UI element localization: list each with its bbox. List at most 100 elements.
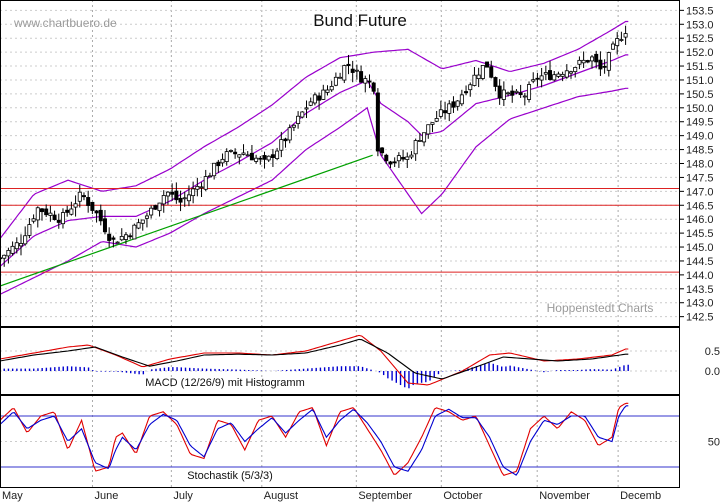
candle-body xyxy=(94,210,99,214)
bollinger-lower-band xyxy=(0,87,629,295)
price-tick-label: 145.0 xyxy=(686,242,714,254)
candle-body xyxy=(2,254,7,259)
candle-body xyxy=(170,191,175,195)
candle-body xyxy=(312,94,317,104)
candle-body xyxy=(241,152,246,155)
candle-body xyxy=(123,234,128,240)
candle-body xyxy=(367,80,372,83)
price-tick-label: 145.5 xyxy=(686,228,714,240)
candle-body xyxy=(149,207,154,216)
candle-body xyxy=(623,33,628,38)
price-tick-label: 147.5 xyxy=(686,172,714,184)
stochastic-tick-label: 50 xyxy=(708,437,720,449)
candle-body xyxy=(90,201,95,211)
candle-body xyxy=(426,124,431,135)
candle-body xyxy=(602,65,607,68)
month-tick-label: July xyxy=(173,490,193,502)
candle-body xyxy=(300,111,305,118)
price-tick-label: 152.0 xyxy=(686,47,714,59)
price-tick-label: 151.0 xyxy=(686,75,714,87)
candle-body xyxy=(569,71,574,74)
candle-body xyxy=(543,72,548,75)
candle-body xyxy=(329,85,334,91)
price-tick-label: 150.5 xyxy=(686,89,714,101)
candle-body xyxy=(258,157,263,160)
stochastic-k-line xyxy=(0,402,629,476)
candle-body xyxy=(384,154,389,162)
candle-body xyxy=(434,118,439,122)
macd-line xyxy=(0,334,629,386)
price-tick-label: 150.0 xyxy=(686,103,714,115)
candle-body xyxy=(514,90,519,93)
chart-title: Bund Future xyxy=(313,11,407,30)
candle-body xyxy=(590,56,595,62)
candle-body xyxy=(6,250,11,257)
month-tick-label: Decemb xyxy=(620,490,661,502)
candle-body xyxy=(119,236,124,241)
price-tick-label: 143.0 xyxy=(686,298,714,310)
stochastic-d-line xyxy=(0,405,629,476)
candle-body xyxy=(480,65,485,79)
candle-body xyxy=(270,154,275,158)
price-tick-label: 149.0 xyxy=(686,131,714,143)
candle-body xyxy=(375,92,380,152)
candle-body xyxy=(107,233,112,241)
price-tick-label: 148.5 xyxy=(686,145,714,157)
trendline xyxy=(0,154,373,287)
candle-body xyxy=(405,156,410,160)
candle-body xyxy=(317,95,322,101)
price-tick-label: 146.5 xyxy=(686,200,714,212)
candle-body xyxy=(564,70,569,78)
stochastic-label: Stochastik (5/3/3) xyxy=(187,470,273,482)
candle-body xyxy=(501,89,506,100)
candle-body xyxy=(417,139,422,142)
candle-body xyxy=(18,243,23,247)
candle-body xyxy=(296,115,301,124)
candle-body xyxy=(615,38,620,46)
candle-body xyxy=(409,154,414,158)
candle-body xyxy=(464,91,469,94)
candle-body xyxy=(140,219,145,224)
candle-body xyxy=(10,245,15,254)
stochastic-layer xyxy=(0,402,680,476)
candle-body xyxy=(237,154,242,158)
candle-body xyxy=(476,74,481,80)
candle-body xyxy=(338,76,343,79)
candle-body xyxy=(165,191,170,197)
price-tick-label: 144.0 xyxy=(686,270,714,282)
candle-body xyxy=(581,59,586,64)
candle-body xyxy=(606,52,611,71)
macd-tick-label: 0.0 xyxy=(705,366,720,378)
candle-body xyxy=(430,122,435,125)
candle-body xyxy=(539,75,544,81)
level-lines-layer xyxy=(0,154,680,287)
candle-body xyxy=(497,85,502,99)
month-tick-label: September xyxy=(358,490,412,502)
month-tick-label: November xyxy=(539,490,590,502)
candle-body xyxy=(468,84,473,91)
credit-label: Hoppenstedt Charts xyxy=(547,301,654,315)
candle-body xyxy=(585,60,590,63)
candle-body xyxy=(560,73,565,77)
candle-body xyxy=(363,78,368,84)
panel-frame xyxy=(0,395,680,488)
candle-body xyxy=(346,63,351,67)
macd-signal-line xyxy=(0,338,629,380)
candle-body xyxy=(552,74,557,81)
candle-body xyxy=(380,147,385,154)
candle-body xyxy=(233,151,238,155)
candle-body xyxy=(455,100,460,107)
candle-body xyxy=(451,101,456,108)
candle-body xyxy=(224,151,229,162)
candle-body xyxy=(304,107,309,110)
candle-body xyxy=(489,66,494,78)
macd-layer xyxy=(0,334,680,389)
candle-body xyxy=(60,212,65,225)
bollinger-middle-band xyxy=(0,54,629,267)
panel-frame xyxy=(0,0,680,327)
candles-layer xyxy=(0,25,628,267)
month-tick-label: October xyxy=(443,490,482,502)
candle-body xyxy=(111,237,116,240)
